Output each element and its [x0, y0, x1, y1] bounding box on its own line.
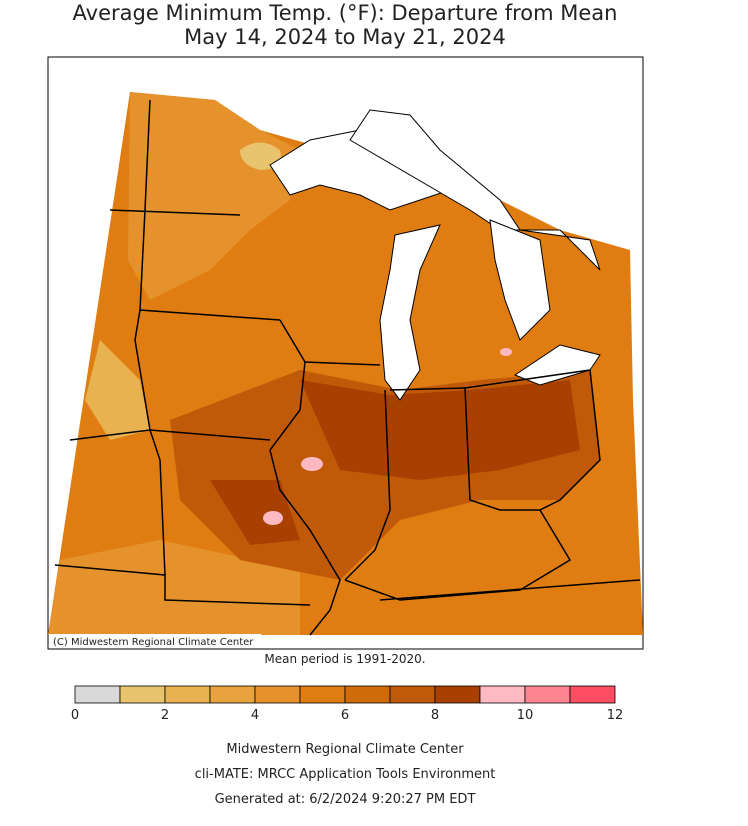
lake — [269, 129, 451, 211]
legend-swatch — [434, 685, 481, 704]
legend-swatch — [569, 685, 616, 704]
region — [85, 340, 150, 440]
region — [300, 380, 580, 480]
legend-tick-label: 4 — [251, 708, 259, 723]
legend-swatch — [479, 685, 526, 704]
title-line: Average Minimum Temp. (°F): Departure fr… — [73, 1, 618, 25]
legend-swatch — [209, 685, 256, 704]
legend-tick-label: 12 — [607, 708, 624, 723]
legend-tick-label: 2 — [161, 708, 169, 723]
footer-line: Midwestern Regional Climate Center — [226, 742, 464, 757]
credit-box — [49, 634, 261, 648]
legend-swatch — [164, 685, 211, 704]
legend-swatch — [119, 685, 166, 704]
region — [500, 348, 512, 356]
lake — [379, 224, 441, 401]
legend-tick-label: 10 — [517, 708, 534, 723]
legend-swatch — [524, 685, 571, 704]
legend-swatch — [389, 685, 436, 704]
region — [301, 457, 323, 471]
title-line: May 14, 2024 to May 21, 2024 — [184, 25, 506, 49]
legend-swatch — [344, 685, 391, 704]
lake — [513, 344, 601, 386]
region — [210, 480, 300, 545]
legend: 0 2 4 6 8 10 12 — [71, 685, 624, 723]
map: (C) Midwestern Regional Climate Center — [47, 56, 644, 650]
state-borders — [54, 99, 641, 636]
region — [263, 511, 283, 525]
region — [48, 540, 300, 635]
legend-swatch — [254, 685, 301, 704]
footer-line: Generated at: 6/2/2024 9:20:27 PM EDT — [215, 792, 476, 807]
note: Mean period is 1991-2020. — [264, 652, 425, 666]
legend-swatch — [74, 685, 121, 704]
copyright: (C) Midwestern Regional Climate Center — [53, 637, 254, 648]
footer-line: cli-MATE: MRCC Application Tools Environ… — [195, 767, 496, 782]
legend-swatch — [299, 685, 346, 704]
lake — [489, 219, 551, 341]
legend-tick-label: 8 — [431, 708, 439, 723]
legend-tick-label: 0 — [71, 708, 79, 723]
legend-tick-label: 6 — [341, 708, 349, 723]
region — [240, 142, 281, 170]
